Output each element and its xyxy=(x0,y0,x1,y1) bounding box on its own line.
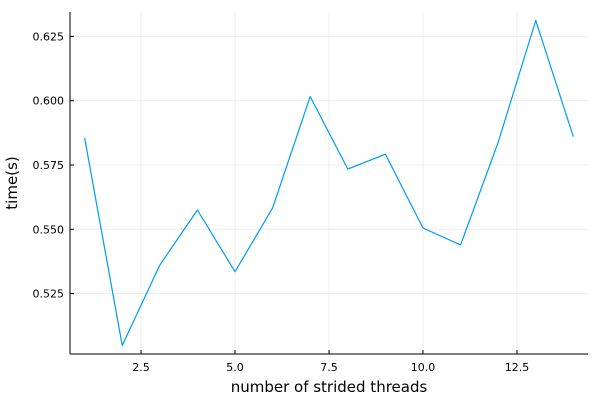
y-tick-label: 0.575 xyxy=(33,159,65,172)
x-tick-label: 7.5 xyxy=(320,361,338,374)
grid xyxy=(70,12,588,354)
y-tick-label: 0.550 xyxy=(33,223,65,236)
y-tick-label: 0.600 xyxy=(33,95,65,108)
x-tick-label: 10.0 xyxy=(411,361,436,374)
x-tick-label: 5.0 xyxy=(226,361,244,374)
x-tick-label: 12.5 xyxy=(505,361,530,374)
x-tick-label: 2.5 xyxy=(132,361,150,374)
y-tick-label: 0.525 xyxy=(33,288,65,301)
ticks: 2.5 5.0 7.5 10.0 12.5 0.525 0.550 0.575 0.600 0.6… xyxy=(33,30,530,374)
y-tick-label: 0.625 xyxy=(33,30,65,43)
x-axis-label: number of strided threads xyxy=(231,378,428,396)
y-axis-label: time(s) xyxy=(3,156,21,209)
